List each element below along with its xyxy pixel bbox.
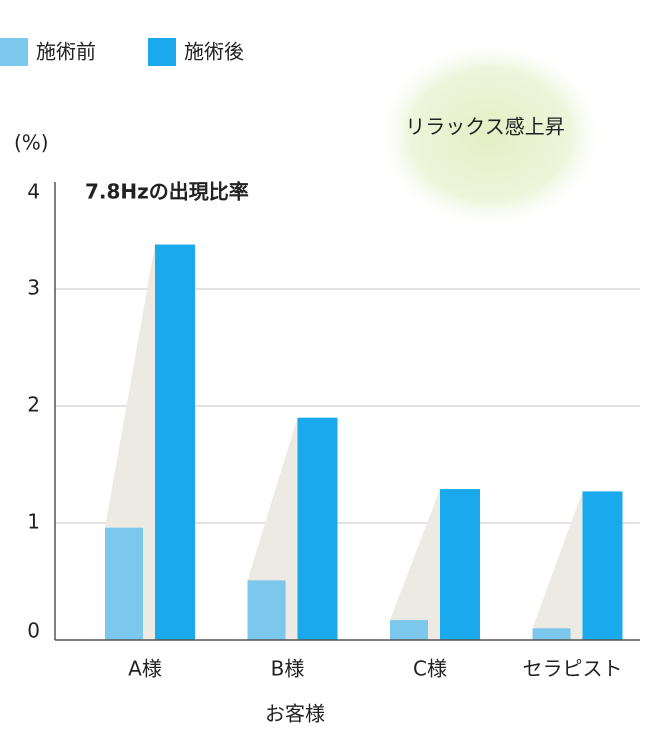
y-tick-label: 4 [27, 180, 40, 204]
y-axis-label: (%) [14, 131, 49, 155]
x-tick-label: セラピスト [523, 657, 623, 681]
x-tick-label: A様 [128, 657, 162, 681]
trend-shade [390, 489, 440, 640]
chart-title: 7.8Hzの出現比率 [85, 180, 249, 204]
bar [155, 244, 195, 641]
bar [297, 417, 338, 640]
legend-label: 施術前 [36, 40, 96, 64]
bar [532, 628, 571, 640]
legend-label: 施術後 [184, 40, 244, 64]
legend: 施術前 施術後 [0, 38, 244, 66]
legend-swatch [0, 38, 28, 66]
bar [440, 489, 480, 640]
trend-shade [532, 491, 583, 640]
x-axis-label: お客様 [265, 702, 325, 726]
bar [105, 527, 143, 640]
legend-swatch [148, 38, 176, 66]
bar [390, 620, 428, 640]
y-tick-label: 3 [27, 276, 40, 300]
annotation-background [375, 40, 605, 230]
plot-area: 0 1 2 3 4 A様 B様 C様 セラピスト [27, 180, 640, 681]
y-tick-label: 1 [27, 510, 40, 534]
x-tick-label: C様 [413, 657, 447, 681]
bar [247, 580, 286, 640]
y-tick-label: 2 [27, 393, 40, 417]
x-tick-label: B様 [271, 657, 305, 681]
bar [582, 491, 623, 640]
y-tick-label: 0 [27, 619, 40, 643]
annotation: リラックス感上昇 [405, 115, 564, 139]
